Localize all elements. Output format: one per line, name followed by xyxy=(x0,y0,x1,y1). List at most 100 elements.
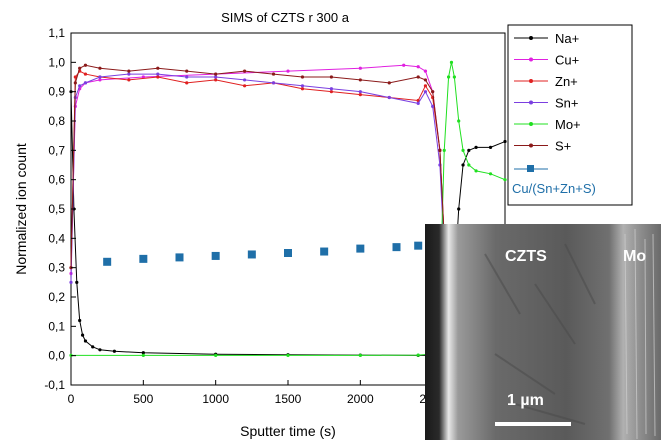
data-point xyxy=(358,93,362,97)
data-point xyxy=(402,63,406,67)
y-tick-label: 0,5 xyxy=(48,202,65,216)
data-point xyxy=(243,78,247,82)
data-point xyxy=(214,78,218,82)
series-line xyxy=(70,64,462,355)
y-tick-label: 0,9 xyxy=(48,85,65,99)
data-point xyxy=(214,353,218,357)
data-point xyxy=(156,66,160,70)
data-point xyxy=(461,148,465,152)
data-point xyxy=(175,253,184,262)
data-point xyxy=(416,75,420,79)
legend-swatch-marker xyxy=(529,122,533,126)
data-point xyxy=(446,75,451,79)
data-point xyxy=(185,81,189,85)
data-point xyxy=(83,63,88,67)
data-point xyxy=(488,145,493,149)
series-sn- xyxy=(69,72,464,357)
scale-bar xyxy=(495,422,571,426)
data-point xyxy=(286,69,290,73)
data-point xyxy=(414,241,423,250)
series-cu-sn-zn-s- xyxy=(103,241,423,266)
data-point xyxy=(73,81,77,85)
data-point xyxy=(185,75,189,79)
data-point xyxy=(358,90,362,94)
data-point xyxy=(103,257,112,266)
y-tick-label: 1,0 xyxy=(48,55,65,69)
data-point xyxy=(127,69,131,73)
sem-image-inset: CZTS Mo 1 µm xyxy=(425,224,661,440)
data-point xyxy=(271,72,276,76)
legend-swatch-marker xyxy=(529,100,533,105)
data-point xyxy=(139,254,148,263)
x-axis: 05001000150020002500 xyxy=(68,380,446,406)
legend-label: Cu/(Sn+Zn+S) xyxy=(512,181,596,196)
data-point xyxy=(91,345,95,349)
y-axis: -0,1 0,0 0,1 0,2 0,3 0,4 0,5 0,6 0,7 0,8 0,9 1,0 1,1 xyxy=(44,26,76,392)
data-point xyxy=(503,139,507,144)
series-line xyxy=(70,70,462,355)
data-point xyxy=(416,65,420,69)
data-point xyxy=(98,348,102,352)
data-point xyxy=(423,69,428,73)
data-point xyxy=(503,178,507,182)
data-point xyxy=(474,169,478,173)
y-tick-label: 0,0 xyxy=(48,349,65,363)
y-tick-label: 0,6 xyxy=(48,173,65,187)
legend-label: Mo+ xyxy=(555,117,581,132)
x-tick-label: 0 xyxy=(68,392,75,406)
data-point xyxy=(141,351,145,355)
data-point xyxy=(320,247,329,256)
data-point xyxy=(127,78,131,82)
x-tick-label: 1500 xyxy=(275,392,302,406)
data-point xyxy=(214,75,218,79)
data-point xyxy=(358,78,362,82)
data-point xyxy=(358,353,362,357)
data-point xyxy=(286,353,290,357)
series-s- xyxy=(69,63,464,356)
data-point xyxy=(358,66,362,70)
data-point xyxy=(392,243,401,252)
data-point xyxy=(457,207,461,211)
x-tick-label: 2000 xyxy=(347,392,374,406)
sem-micrograph xyxy=(425,224,661,440)
czts-label: CZTS xyxy=(505,248,547,265)
data-point xyxy=(356,244,365,253)
data-point xyxy=(300,87,305,91)
data-point xyxy=(387,95,391,100)
chart-title: SIMS of CZTS r 300 a xyxy=(221,10,350,25)
data-point xyxy=(387,81,391,85)
data-point xyxy=(214,72,218,76)
data-point xyxy=(247,250,256,259)
legend-label: S+ xyxy=(555,139,571,154)
data-point xyxy=(243,69,247,73)
data-point xyxy=(452,75,456,79)
data-point xyxy=(75,280,79,284)
x-tick-label: 500 xyxy=(133,392,153,406)
data-point xyxy=(69,280,73,284)
mo-label: Mo xyxy=(623,248,647,265)
data-point xyxy=(431,104,435,108)
data-point xyxy=(156,75,160,79)
legend-swatch-marker xyxy=(527,165,534,172)
series-zn- xyxy=(69,69,464,356)
series-line xyxy=(107,246,418,262)
legend-swatch-marker xyxy=(529,143,533,148)
data-point xyxy=(329,90,333,94)
y-tick-label: 1,1 xyxy=(48,26,65,40)
data-point xyxy=(211,251,220,260)
data-point xyxy=(423,78,428,82)
data-point xyxy=(78,318,82,323)
y-tick-label: 0,7 xyxy=(48,143,65,157)
data-point xyxy=(457,119,461,123)
y-tick-label: 0,3 xyxy=(48,261,65,275)
data-point xyxy=(423,90,428,94)
data-point xyxy=(416,101,420,105)
legend-swatch-marker xyxy=(529,36,533,40)
data-point xyxy=(329,87,333,91)
legend-label: Cu+ xyxy=(555,53,579,68)
y-axis-title: Normalized ion count xyxy=(13,143,29,275)
scale-bar-label: 1 µm xyxy=(507,392,544,409)
legend-swatch-marker xyxy=(529,57,533,62)
data-point xyxy=(141,353,145,357)
series-line xyxy=(70,64,477,356)
